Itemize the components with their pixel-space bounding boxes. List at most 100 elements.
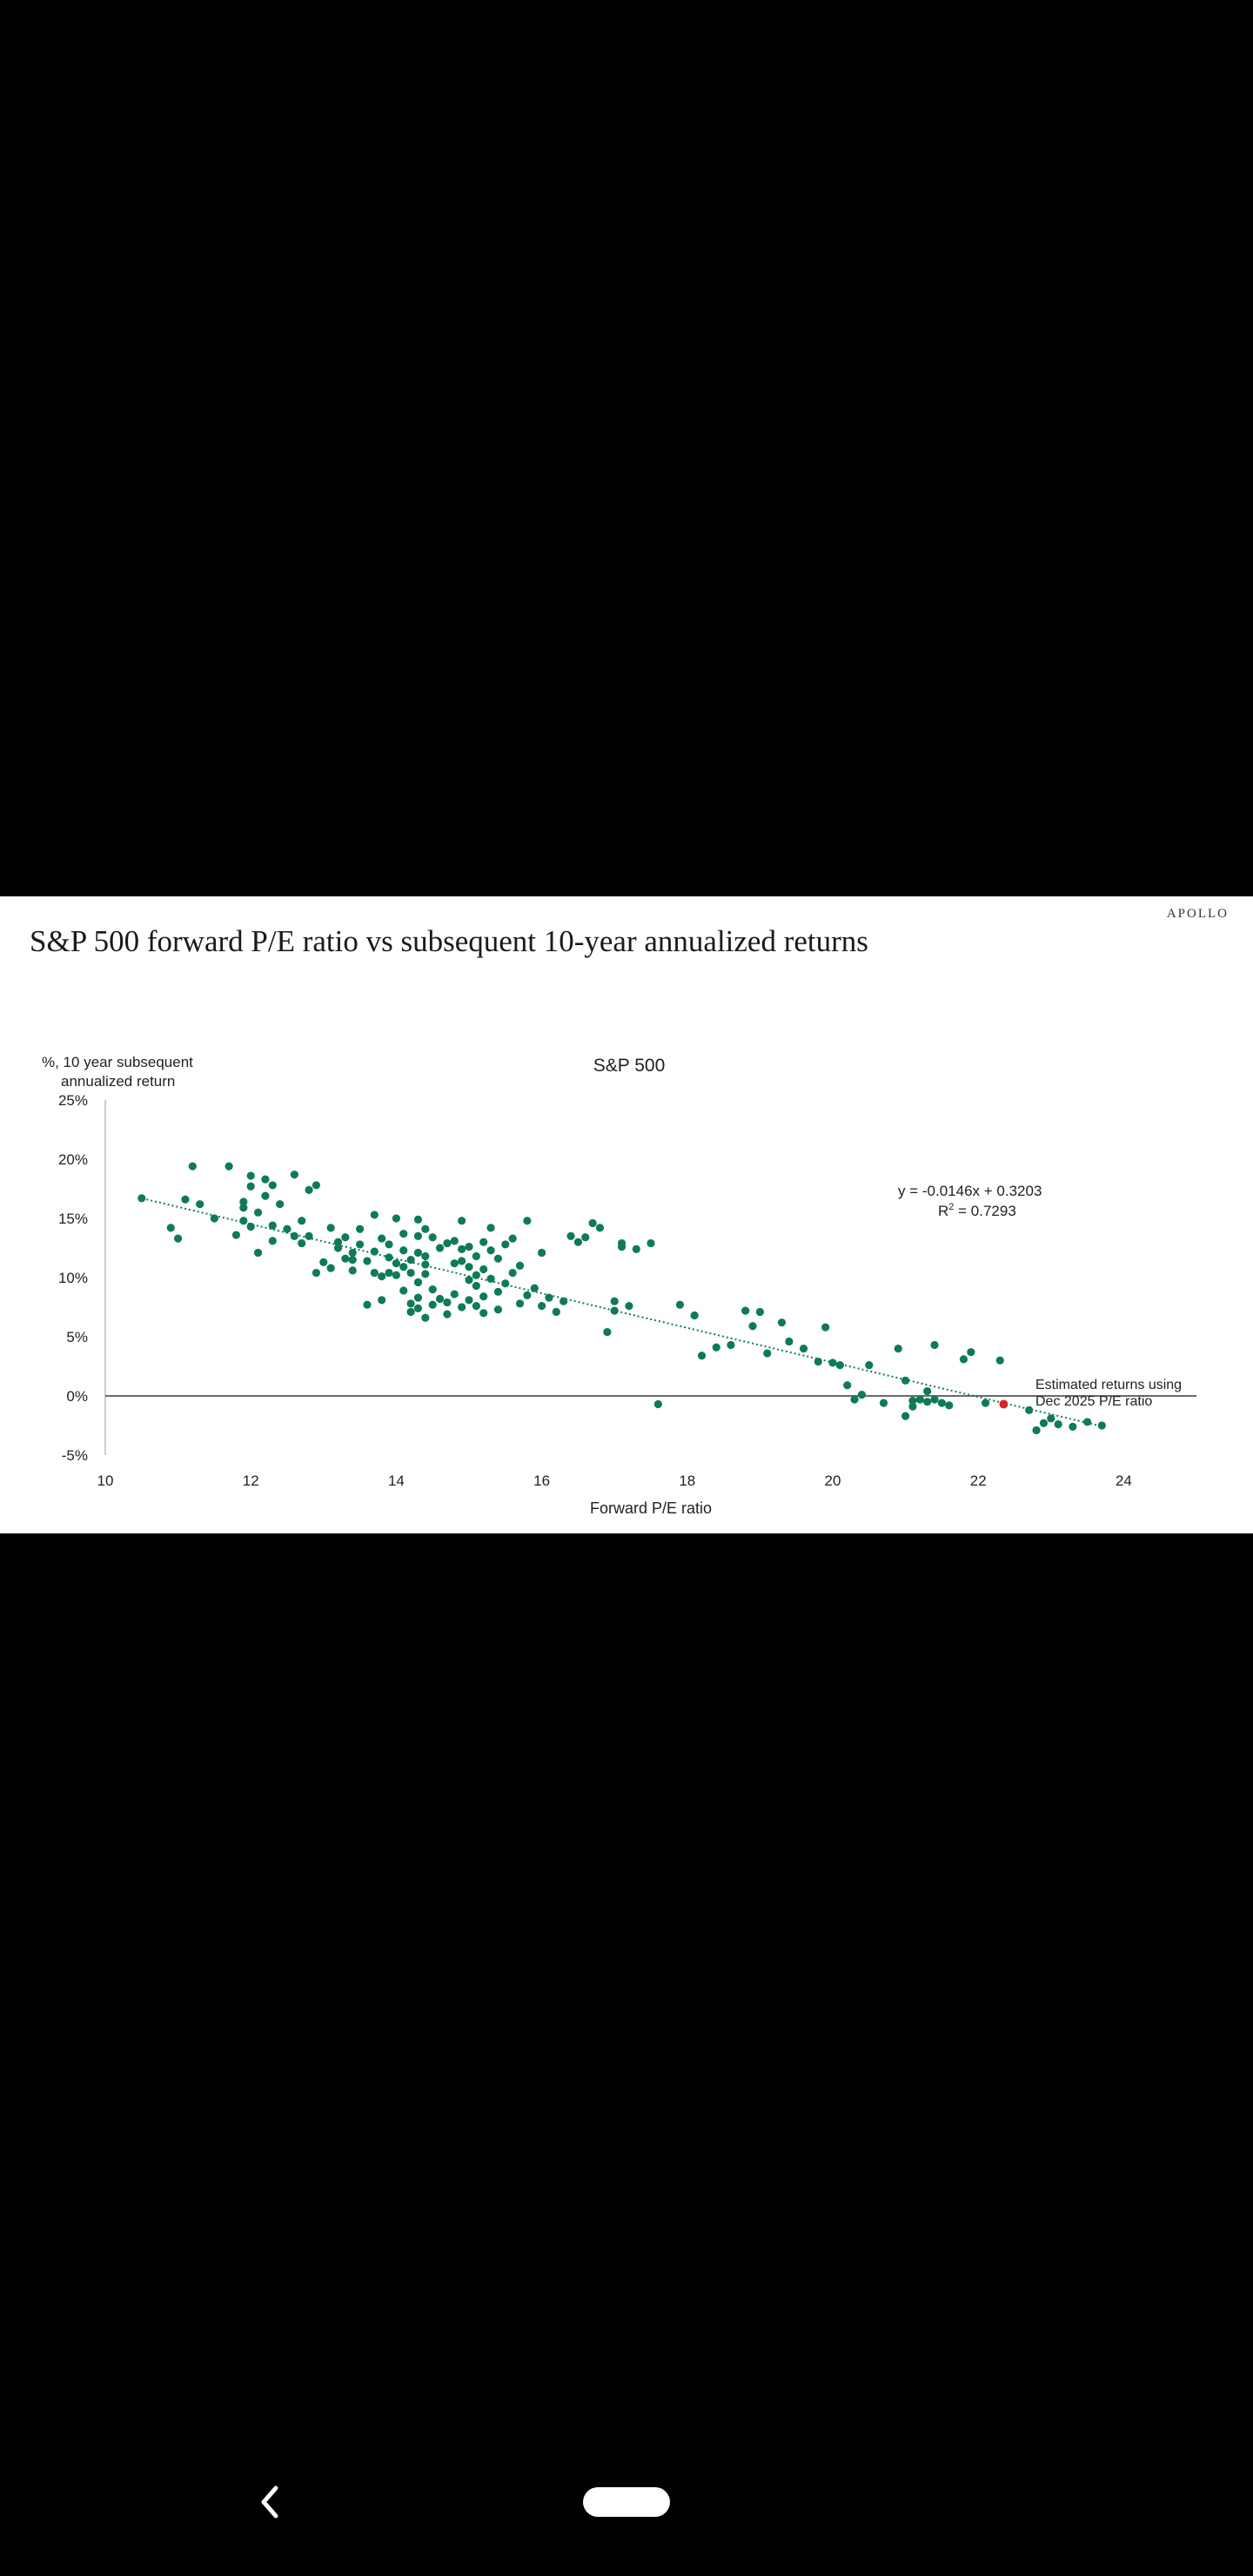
data-point [378,1234,386,1243]
back-button[interactable] [258,2480,284,2524]
data-point [559,1297,568,1305]
data-point [930,1340,939,1350]
x-tick-label: 18 [679,1472,695,1489]
data-point [937,1399,946,1407]
data-point [1054,1420,1062,1429]
data-point [428,1233,437,1242]
home-pill-button[interactable] [583,2487,670,2517]
data-point [945,1401,954,1410]
data-point [246,1222,255,1231]
data-point [174,1234,183,1243]
data-point [261,1191,270,1200]
data-point [378,1272,386,1281]
y-tick-label: 10% [58,1270,88,1286]
data-point [378,1296,386,1305]
data-point [450,1290,459,1298]
data-point [479,1265,488,1274]
data-point [545,1293,553,1302]
chart-title: S&P 500 [593,1056,666,1076]
data-point [458,1303,466,1311]
data-point [1032,1426,1041,1435]
data-point [857,1391,867,1399]
data-point [501,1279,510,1288]
r-squared-label: R2 = 0.7293 [938,1202,1016,1219]
data-point [392,1259,400,1268]
data-point [799,1345,808,1353]
x-tick-label: 20 [825,1472,841,1489]
r-squared-r: R [938,1203,948,1219]
x-tick-label: 12 [243,1472,259,1489]
data-point [413,1248,423,1258]
data-point [443,1298,452,1307]
data-point [879,1399,888,1407]
data-point [712,1343,720,1352]
x-tick-label: 24 [1116,1472,1132,1489]
data-point [246,1171,255,1180]
data-point [356,1224,365,1233]
data-point [298,1238,306,1248]
data-point [413,1278,423,1287]
data-point [472,1251,480,1261]
data-point [617,1238,626,1248]
data-point [166,1224,175,1232]
x-tick-label: 14 [388,1472,405,1489]
data-point [538,1302,546,1311]
data-point [458,1257,466,1265]
data-point [399,1246,408,1255]
data-point [421,1251,430,1261]
data-point [239,1217,248,1225]
data-point [268,1237,277,1245]
data-point [901,1376,910,1385]
data-point [196,1200,204,1209]
y-tick-label: 25% [58,1092,88,1109]
data-point [515,1299,525,1308]
data-point [413,1304,423,1312]
y-tick-label: 15% [58,1211,88,1227]
data-point [486,1274,495,1283]
data-point [385,1240,393,1249]
data-point [450,1237,459,1245]
data-point [501,1240,510,1249]
data-point [865,1361,874,1370]
data-point [406,1256,415,1265]
data-point [181,1195,190,1204]
data-point [465,1276,473,1285]
chart-card: 25% 20% 15% 10% 5% 0% -5% 10 12 14 16 18 20 22 24 S&P … [0,896,1253,1533]
data-point [763,1349,772,1358]
data-point [1069,1422,1077,1431]
data-point [399,1230,408,1238]
annotation-line-1: Estimated returns using [1035,1378,1182,1392]
y-axis-label-line-2: annualized return [61,1073,175,1090]
data-point [363,1300,372,1309]
data-point [697,1352,707,1360]
data-point [319,1258,328,1266]
data-point [538,1248,546,1258]
data-point [552,1307,560,1317]
data-point [777,1318,787,1327]
x-tick-label: 16 [533,1472,550,1489]
data-point [268,1221,277,1230]
y-tick-label: -5% [62,1447,88,1464]
data-point [814,1357,822,1366]
data-point [443,1310,452,1318]
data-point [458,1217,466,1225]
data-point [246,1182,255,1191]
data-point [625,1302,633,1311]
data-point [785,1337,794,1346]
data-point [392,1271,400,1279]
data-point [595,1224,605,1232]
data-point [486,1246,495,1255]
data-point [675,1300,685,1309]
axes [104,1100,1196,1455]
trendline [137,1196,1106,1428]
page-title: S&P 500 forward P/E ratio vs subsequent … [30,924,868,958]
data-point [479,1292,488,1301]
data-point [530,1284,539,1292]
data-point [421,1270,430,1278]
data-point [458,1244,466,1253]
data-point [413,1231,423,1240]
data-point [370,1211,379,1219]
data-point [581,1233,590,1242]
data-point [312,1268,321,1278]
data-point [610,1306,619,1315]
